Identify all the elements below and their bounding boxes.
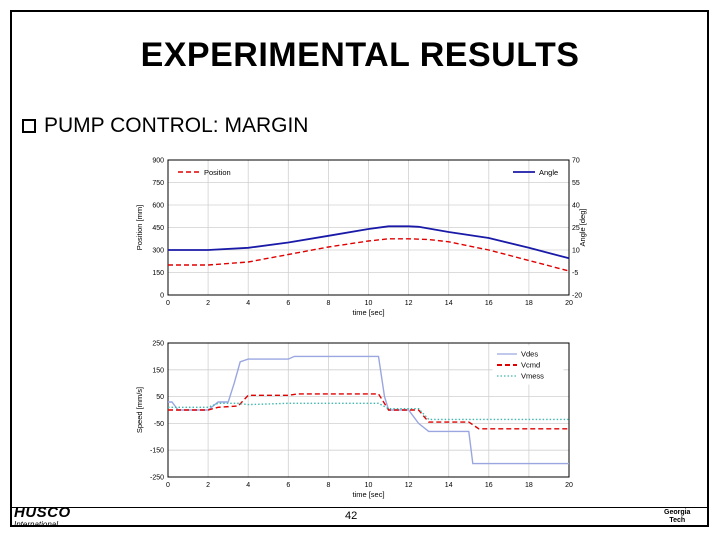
- x-tick-label: 0: [166, 482, 170, 489]
- legend-label-angle: Angle: [539, 168, 558, 177]
- legend-label-vdes: Vdes: [521, 350, 538, 359]
- x-tick-label: 18: [525, 300, 533, 307]
- x-tick-label: 18: [525, 482, 533, 489]
- x-tick-label: 4: [246, 482, 250, 489]
- x-tick-label: 4: [246, 300, 250, 307]
- x-tick-label: 10: [365, 482, 373, 489]
- page-number: 42: [345, 510, 358, 522]
- y2-tick-label: 40: [572, 203, 580, 210]
- x-axis-label: time [sec]: [352, 490, 384, 499]
- x-tick-label: 8: [326, 300, 330, 307]
- y2-tick-label: 70: [572, 158, 580, 165]
- series-line-position: [168, 238, 570, 272]
- x-tick-label: 8: [326, 482, 330, 489]
- slide-frame: [10, 10, 709, 527]
- y-tick-label: -250: [150, 475, 164, 482]
- x-tick-label: 16: [485, 300, 493, 307]
- bullet-point: PUMP CONTROL: MARGIN: [22, 114, 308, 138]
- y-tick-label: 750: [152, 180, 164, 187]
- x-tick-label: 12: [405, 482, 413, 489]
- y-axis-label: Position [mm]: [135, 205, 144, 250]
- x-tick-label: 20: [565, 482, 573, 489]
- bullet-text: PUMP CONTROL: MARGIN: [44, 114, 309, 137]
- y-tick-label: -150: [150, 448, 164, 455]
- x-tick-label: 20: [565, 300, 573, 307]
- logo-right-line1: Georgia: [664, 509, 691, 516]
- x-tick-label: 16: [485, 482, 493, 489]
- y2-tick-label: -5: [572, 270, 578, 277]
- y2-tick-label: -20: [572, 293, 582, 300]
- y2-tick-label: 10: [572, 248, 580, 255]
- y-tick-label: 150: [152, 367, 164, 374]
- x-tick-label: 2: [206, 482, 210, 489]
- slide-title: EXPERIMENTAL RESULTS: [140, 36, 580, 74]
- checkbox-bullet-icon: [22, 119, 36, 133]
- series-line-vdes: [168, 355, 569, 465]
- husco-logo: HUSCO International: [14, 504, 71, 529]
- x-tick-label: 2: [206, 300, 210, 307]
- x-axis-label: time [sec]: [352, 308, 384, 317]
- y-tick-label: 0: [160, 293, 164, 300]
- legend-label-position: Position: [204, 168, 231, 177]
- footer-divider: [10, 507, 709, 508]
- georgia-tech-logo: Georgia Tech: [664, 509, 690, 525]
- series-line-angle: [168, 225, 570, 260]
- y-tick-label: 50: [156, 394, 164, 401]
- y-tick-label: 250: [152, 341, 164, 348]
- x-tick-label: 14: [445, 300, 453, 307]
- x-tick-label: 0: [166, 300, 170, 307]
- plot-frame: [167, 159, 570, 296]
- logo-brand-text: HUSCO: [14, 504, 71, 521]
- legend-label-vcmd: Vcmd: [521, 361, 540, 370]
- y-tick-label: 300: [152, 248, 164, 255]
- x-tick-label: 12: [405, 300, 413, 307]
- y-tick-label: 600: [152, 203, 164, 210]
- legend-label-vmess: Vmess: [521, 372, 544, 381]
- legend-box: [492, 345, 564, 385]
- y-tick-label: -50: [154, 421, 164, 428]
- y2-tick-label: 55: [572, 180, 580, 187]
- logo-right-line2: Tech: [669, 517, 686, 524]
- x-tick-label: 10: [365, 300, 373, 307]
- x-tick-label: 6: [286, 300, 290, 307]
- y-tick-label: 450: [152, 225, 164, 232]
- y2-axis-label: Angle [deg]: [578, 209, 587, 247]
- y-tick-label: 900: [152, 158, 164, 165]
- logo-sub-text: International: [14, 520, 59, 529]
- y-tick-label: 150: [152, 270, 164, 277]
- y2-tick-label: 25: [572, 225, 580, 232]
- x-tick-label: 14: [445, 482, 453, 489]
- y-axis-label: Speed [mm/s]: [135, 387, 144, 433]
- x-tick-label: 6: [286, 482, 290, 489]
